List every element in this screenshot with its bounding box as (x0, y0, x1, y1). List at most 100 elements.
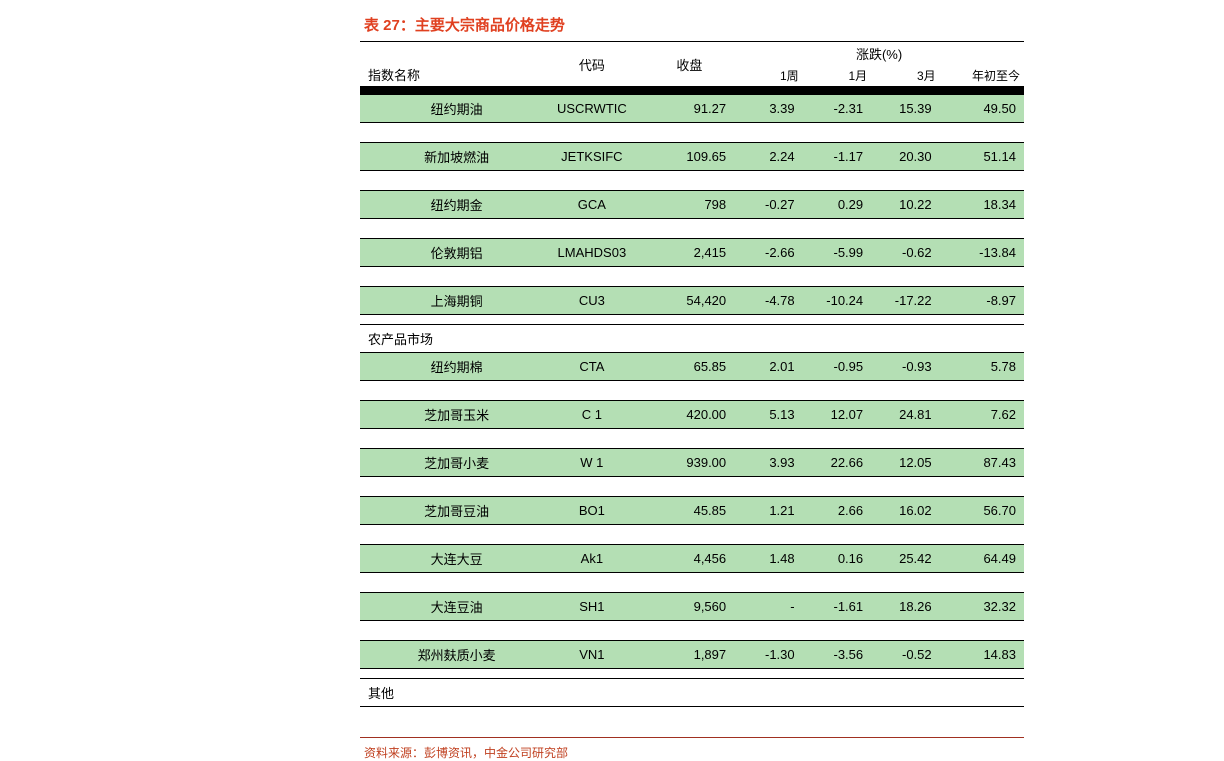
cell-name: 芝加哥小麦 (360, 449, 539, 477)
row-gap (360, 123, 1024, 133)
cell-close: 939.00 (645, 449, 735, 477)
row-gap (360, 219, 1024, 229)
cell-1m: -1.17 (803, 143, 872, 171)
col-header-ytd: 年初至今 (940, 65, 1024, 87)
cell-3m: -17.22 (871, 287, 940, 315)
cell-1m: -0.95 (803, 353, 872, 381)
row-gap (360, 439, 1024, 449)
cell-3m: 24.81 (871, 401, 940, 429)
cell-ytd: -8.97 (940, 287, 1024, 315)
footer-divider: 资料来源：彭博资讯，中金公司研究部 (360, 737, 1024, 761)
cell-code: CU3 (539, 287, 644, 315)
cell-code: Ak1 (539, 545, 644, 573)
row-gap (360, 573, 1024, 583)
row-gap (360, 229, 1024, 239)
cell-code: SH1 (539, 593, 644, 621)
cell-name: 新加坡燃油 (360, 143, 539, 171)
cell-name: 芝加哥玉米 (360, 401, 539, 429)
cell-name: 郑州麸质小麦 (360, 641, 539, 669)
cell-1m: 22.66 (803, 449, 872, 477)
row-gap (360, 133, 1024, 143)
cell-1w: 1.48 (734, 545, 803, 573)
cell-close: 420.00 (645, 401, 735, 429)
row-gap (360, 487, 1024, 497)
cell-name: 纽约期油 (360, 95, 539, 123)
row-gap (360, 315, 1024, 325)
cell-3m: -0.62 (871, 239, 940, 267)
cell-1w: 3.39 (734, 95, 803, 123)
section-header-row: 农产品市场 (360, 325, 1024, 353)
table-title: 表 27：主要大宗商品价格走势 (364, 14, 1024, 35)
table-row: 纽约期油USCRWTIC91.273.39-2.3115.3949.50 (360, 95, 1024, 123)
cell-1m: 2.66 (803, 497, 872, 525)
cell-1w: 3.93 (734, 449, 803, 477)
cell-3m: 16.02 (871, 497, 940, 525)
row-gap (360, 267, 1024, 277)
cell-1m: 12.07 (803, 401, 872, 429)
cell-1w: -4.78 (734, 287, 803, 315)
cell-ytd: 18.34 (940, 191, 1024, 219)
cell-name: 大连大豆 (360, 545, 539, 573)
cell-3m: 10.22 (871, 191, 940, 219)
row-gap (360, 525, 1024, 535)
cell-code: USCRWTIC (539, 95, 644, 123)
cell-close: 798 (645, 191, 735, 219)
col-header-code: 代码 (539, 42, 644, 87)
cell-close: 2,415 (645, 239, 735, 267)
table-row: 上海期铜CU354,420-4.78-10.24-17.22-8.97 (360, 287, 1024, 315)
row-gap (360, 477, 1024, 487)
row-gap (360, 277, 1024, 287)
table-row: 大连豆油SH19,560--1.6118.2632.32 (360, 593, 1024, 621)
cell-1m: 0.29 (803, 191, 872, 219)
cell-1m: -1.61 (803, 593, 872, 621)
cell-ytd: 49.50 (940, 95, 1024, 123)
cell-name: 芝加哥豆油 (360, 497, 539, 525)
table-row: 伦敦期铝LMAHDS032,415-2.66-5.99-0.62-13.84 (360, 239, 1024, 267)
cell-ytd: 5.78 (940, 353, 1024, 381)
table-row: 芝加哥小麦W 1939.003.9322.6612.0587.43 (360, 449, 1024, 477)
cell-1m: -2.31 (803, 95, 872, 123)
cell-close: 9,560 (645, 593, 735, 621)
cell-1m: -3.56 (803, 641, 872, 669)
cell-3m: 25.42 (871, 545, 940, 573)
cell-ytd: 32.32 (940, 593, 1024, 621)
table-row: 芝加哥玉米C 1420.005.1312.0724.817.62 (360, 401, 1024, 429)
table-container: 表 27：主要大宗商品价格走势 指数名称 代码 收盘 涨跌(%) 1周 1月 3… (360, 0, 1024, 761)
row-gap (360, 181, 1024, 191)
cell-ytd: -13.84 (940, 239, 1024, 267)
row-gap (360, 171, 1024, 181)
cell-close: 1,897 (645, 641, 735, 669)
cell-close: 54,420 (645, 287, 735, 315)
col-header-1m: 1月 (803, 65, 872, 87)
cell-1w: - (734, 593, 803, 621)
cell-1w: 2.24 (734, 143, 803, 171)
cell-1m: 0.16 (803, 545, 872, 573)
cell-code: GCA (539, 191, 644, 219)
cell-ytd: 87.43 (940, 449, 1024, 477)
cell-3m: 20.30 (871, 143, 940, 171)
cell-1w: 2.01 (734, 353, 803, 381)
table-body: 纽约期油USCRWTIC91.273.39-2.3115.3949.50 新加坡燃… (360, 87, 1024, 707)
table-row: 新加坡燃油JETKSIFC109.652.24-1.1720.3051.14 (360, 143, 1024, 171)
cell-name: 大连豆油 (360, 593, 539, 621)
row-gap (360, 429, 1024, 439)
cell-close: 65.85 (645, 353, 735, 381)
table-row: 纽约期金GCA798-0.270.2910.2218.34 (360, 191, 1024, 219)
table-row: 郑州麸质小麦VN11,897-1.30-3.56-0.5214.83 (360, 641, 1024, 669)
cell-1m: -5.99 (803, 239, 872, 267)
cell-3m: 18.26 (871, 593, 940, 621)
cell-code: C 1 (539, 401, 644, 429)
cell-close: 91.27 (645, 95, 735, 123)
cell-1w: 5.13 (734, 401, 803, 429)
cell-code: JETKSIFC (539, 143, 644, 171)
cell-3m: -0.93 (871, 353, 940, 381)
row-gap (360, 381, 1024, 391)
table-row: 大连大豆Ak14,4561.480.1625.4264.49 (360, 545, 1024, 573)
cell-close: 45.85 (645, 497, 735, 525)
cell-1w: 1.21 (734, 497, 803, 525)
cell-3m: -0.52 (871, 641, 940, 669)
cell-1w: -2.66 (734, 239, 803, 267)
row-gap (360, 631, 1024, 641)
cell-3m: 12.05 (871, 449, 940, 477)
cell-name: 上海期铜 (360, 287, 539, 315)
